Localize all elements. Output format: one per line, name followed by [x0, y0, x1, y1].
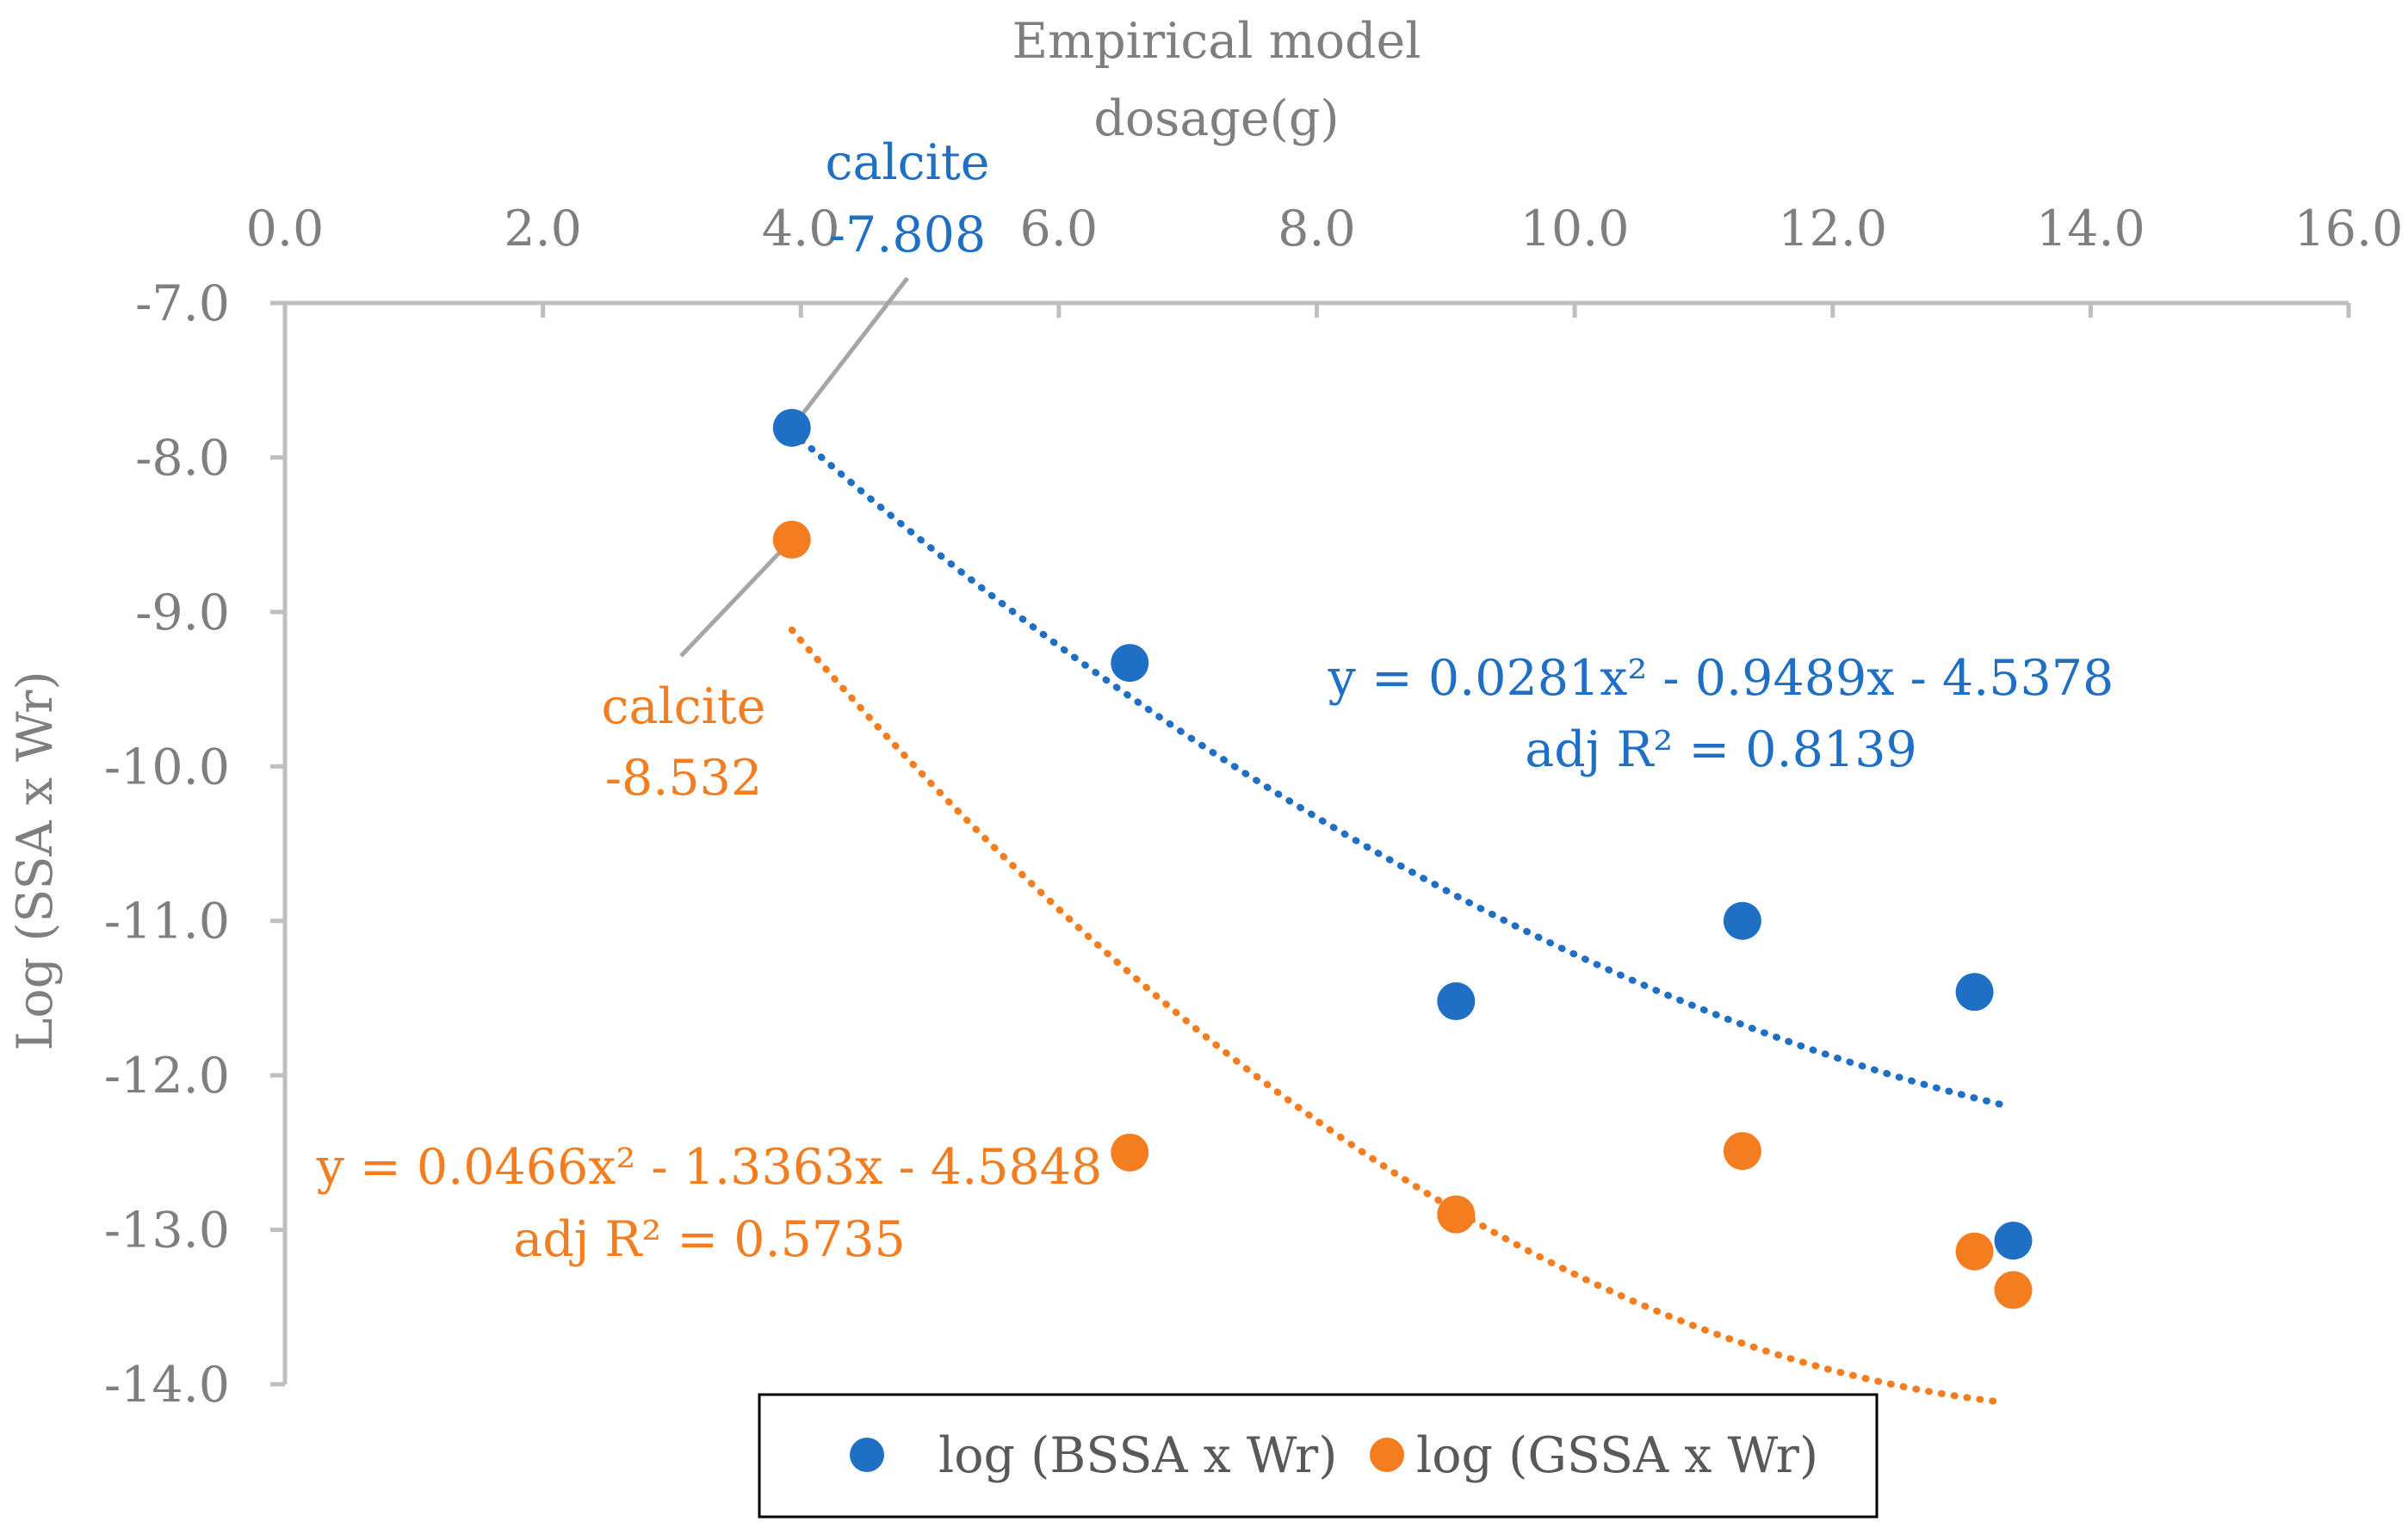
- blue-trendline-r2: adj R² = 0.8139: [1525, 721, 1916, 778]
- blue-trendline-equation: y = 0.0281x² - 0.9489x - 4.5378: [1328, 650, 2114, 707]
- blue-point-label-name: calcite: [826, 134, 990, 191]
- legend-box: [758, 1393, 1879, 1519]
- y-tick-label: -11.0: [104, 894, 230, 950]
- orange-point-label-name: calcite: [602, 678, 766, 735]
- label-leader-lines: [679, 276, 909, 658]
- x-axis-title: Empirical model dosage(g): [1012, 13, 1421, 147]
- blue-point-label-value: -7.808: [829, 207, 986, 263]
- point-bssa: [1955, 973, 1994, 1012]
- trendline-gssa: [788, 626, 2004, 1406]
- y-axis-title: Log (SSA x Wr): [7, 671, 64, 1050]
- point-bssa: [1723, 901, 1761, 940]
- y-tick-label: -9.0: [135, 585, 230, 641]
- leader-line-gssa: [679, 538, 794, 658]
- y-tick-label: -7.0: [135, 275, 230, 332]
- point-gssa: [1111, 1133, 1149, 1172]
- annotations: calcite -7.808 calcite -8.532 y = 0.0281…: [316, 134, 2114, 1268]
- x-tick-label: 14.0: [2036, 201, 2145, 257]
- x-tick-label: 0.0: [246, 201, 325, 257]
- legend-label-gssa: log (GSSA x Wr): [1416, 1427, 1818, 1484]
- x-axis-title-line-2: dosage(g): [1093, 90, 1339, 147]
- y-tick-label: -8.0: [135, 430, 230, 486]
- point-gssa: [772, 520, 811, 559]
- y-tick-label: -12.0: [104, 1048, 230, 1104]
- orange-point-label-value: -8.532: [605, 750, 762, 807]
- point-bssa: [1994, 1222, 2033, 1260]
- legend-marker-gssa: [1370, 1438, 1404, 1472]
- leader-line-bssa: [789, 276, 909, 430]
- point-bssa: [1111, 644, 1149, 683]
- y-tick-label: -10.0: [104, 739, 230, 795]
- orange-trendline-r2: adj R² = 0.5735: [513, 1211, 905, 1268]
- axes: 0.0 2.0 4.0 6.0 8.0 10.0 12.0 14.0 16.0 -7.0 -8.0 -…: [104, 201, 2404, 1414]
- point-bssa: [1437, 982, 1476, 1021]
- y-tick-label: -14.0: [104, 1357, 230, 1414]
- x-tick-label: 8.0: [1278, 201, 1356, 257]
- x-tick-label: 6.0: [1020, 201, 1099, 257]
- point-gssa: [1723, 1132, 1761, 1171]
- point-gssa: [1955, 1232, 1994, 1271]
- orange-trendline-equation: y = 0.0466x² - 1.3363x - 4.5848: [316, 1139, 1103, 1196]
- trendlines: [788, 428, 2004, 1406]
- x-tick-label: 2.0: [504, 201, 582, 257]
- legend-marker-bssa: [850, 1438, 884, 1472]
- x-tick-label: 12.0: [1778, 201, 1887, 257]
- x-tick-label: 16.0: [2294, 201, 2404, 257]
- legend-label-bssa: log (BSSA x Wr): [938, 1427, 1337, 1484]
- legend: log (BSSA x Wr) log (GSSA x Wr): [758, 1393, 1879, 1519]
- x-axis-title-line-1: Empirical model: [1012, 13, 1421, 70]
- point-gssa: [1994, 1271, 2033, 1309]
- point-gssa: [1437, 1195, 1476, 1234]
- trendline-bssa: [788, 428, 2004, 1108]
- point-bssa: [772, 408, 811, 447]
- y-tick-label: -13.0: [104, 1203, 230, 1259]
- x-tick-label: 4.0: [762, 201, 840, 257]
- data-points: [772, 408, 2033, 1309]
- x-tick-label: 10.0: [1520, 201, 1630, 257]
